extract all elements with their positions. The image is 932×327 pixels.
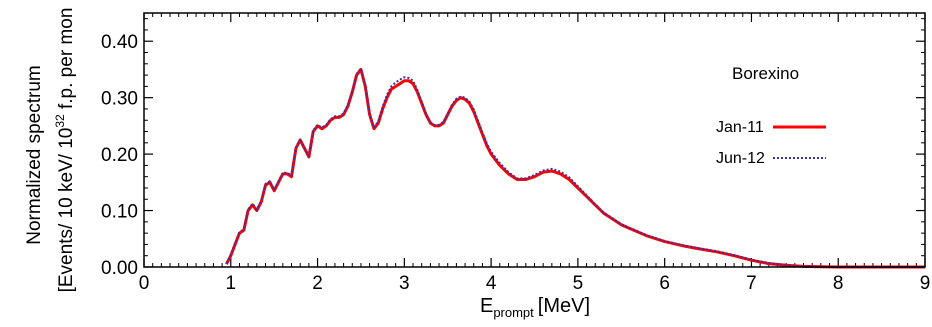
x-axis-label-sub: prompt [493, 305, 534, 320]
legend-label-jan-11: Jan-11 [716, 119, 764, 136]
x-tick-label: 7 [746, 273, 757, 294]
y-tick-label: 0.30 [101, 89, 138, 110]
x-tick-label: 2 [312, 273, 323, 294]
y-axis-label-units-sup: 32 [53, 114, 67, 128]
x-axis-label-main: E [480, 295, 493, 317]
x-axis-label-unit: [MeV] [538, 295, 590, 317]
x-tick-label: 6 [659, 273, 670, 294]
x-tick-label: 4 [486, 273, 497, 294]
plot-frame [143, 12, 926, 268]
y-axis-label-units-pre: [Events/ 10 keV/ 10 [56, 128, 77, 293]
x-tick-label: 5 [573, 273, 584, 294]
axis-ticks: 0 1 2 3 4 5 6 7 8 9 0.00 0.10 0.20 0.30 0.40 [101, 13, 930, 294]
legend-label-jun-12: Jun-12 [716, 150, 765, 167]
x-tick-label: 9 [920, 273, 931, 294]
y-axis-label-units-post: f.p. per mon [56, 8, 77, 115]
x-tick-label: 0 [139, 273, 150, 294]
series-line-jan-11 [225, 67, 925, 269]
legend: Borexino Jan-11 Jun-12 [716, 64, 826, 167]
y-tick-label: 0.40 [101, 32, 138, 53]
x-tick-label: 3 [399, 273, 410, 294]
y-axis-label: Normalized spectrum [24, 65, 45, 245]
y-tick-label: 0.10 [101, 202, 138, 223]
x-tick-label: 1 [225, 273, 236, 294]
y-tick-label: 0.00 [101, 258, 138, 279]
y-tick-label: 0.20 [101, 145, 138, 166]
x-axis-label: Eprompt [MeV] [480, 295, 590, 320]
plot-series [225, 67, 925, 269]
legend-title: Borexino [732, 64, 799, 83]
x-tick-label: 8 [833, 273, 844, 294]
y-axis-label-units: [Events/ 10 keV/ 1032 f.p. per mon [53, 8, 77, 293]
series-line-jun-12 [225, 67, 925, 268]
